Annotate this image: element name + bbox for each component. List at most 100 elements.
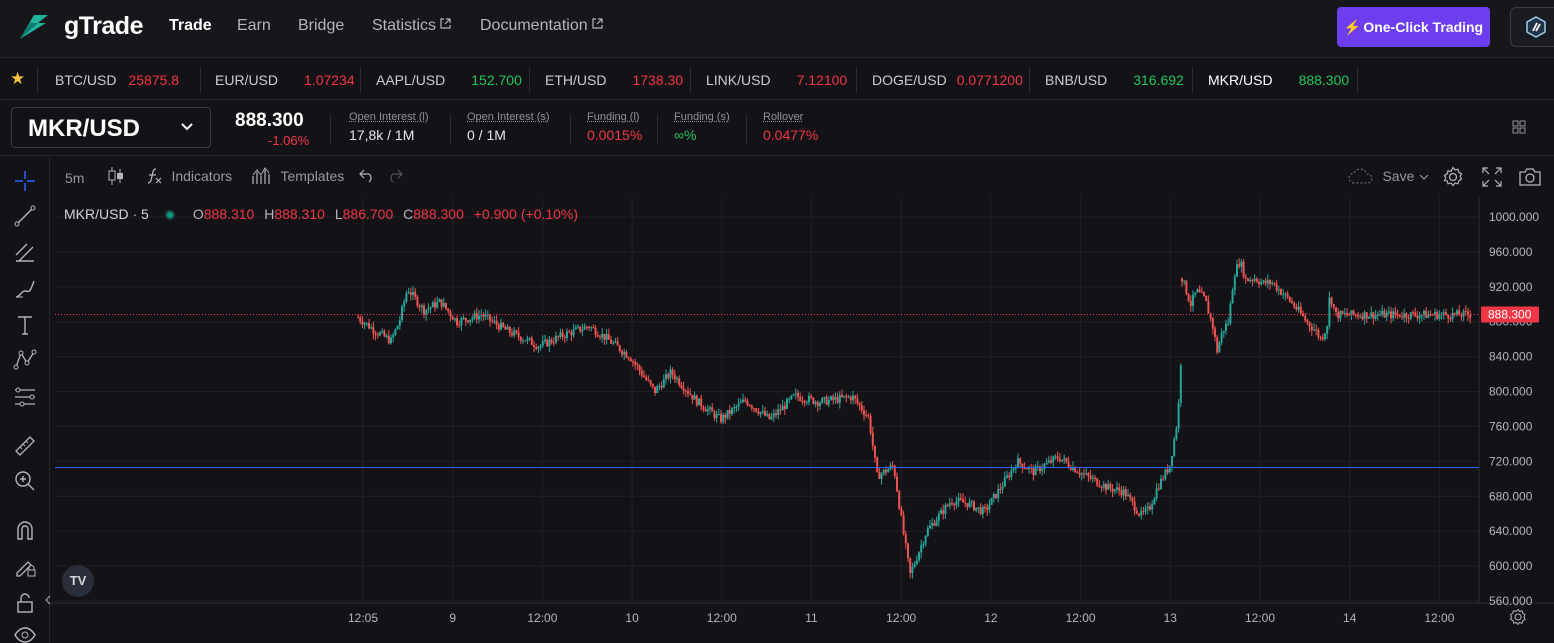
candle-body bbox=[914, 564, 916, 567]
candle-body bbox=[566, 332, 568, 338]
one-click-trading-button[interactable]: ⚡ One-Click Trading bbox=[1337, 7, 1490, 47]
candle-body bbox=[698, 398, 700, 405]
fullscreen-icon[interactable] bbox=[1482, 167, 1502, 187]
brand-name[interactable]: gTrade bbox=[64, 12, 143, 41]
price-chart[interactable]: 1000.000960.000920.000880.000840.000800.… bbox=[51, 197, 1554, 643]
candle-body bbox=[1085, 473, 1087, 474]
candle-body bbox=[564, 337, 566, 338]
stat-funding-long: Funding (l) 0.0015% bbox=[587, 111, 642, 143]
candle-body bbox=[784, 406, 786, 409]
brush-icon[interactable] bbox=[13, 277, 37, 301]
gtrade-logo[interactable] bbox=[16, 9, 52, 45]
lock-drawings-icon[interactable] bbox=[13, 555, 37, 579]
save-button[interactable]: Save bbox=[1348, 167, 1414, 186]
candle-body bbox=[370, 327, 372, 328]
candle-body bbox=[1355, 314, 1357, 315]
candle-type-icon[interactable] bbox=[107, 166, 125, 186]
ticker-item-aapl[interactable]: AAPL/USD 152.700 bbox=[376, 72, 522, 88]
nav-statistics[interactable]: Statistics bbox=[372, 17, 451, 35]
candle-body bbox=[403, 302, 405, 307]
network-selector-button[interactable] bbox=[1510, 7, 1554, 47]
candle-body bbox=[1260, 282, 1262, 284]
settings-gear-icon[interactable] bbox=[1442, 166, 1464, 188]
pair-selector-label: MKR/USD bbox=[28, 115, 140, 143]
templates-icon bbox=[252, 167, 272, 185]
ticker-item-btc[interactable]: BTC/USD 25875.8 bbox=[55, 72, 179, 88]
drawing-toolbar bbox=[0, 157, 50, 643]
price-tick-label: 760.000 bbox=[1489, 419, 1533, 433]
indicators-button[interactable]: Indicators bbox=[145, 167, 232, 186]
zoom-in-icon[interactable] bbox=[13, 469, 37, 493]
candle-body bbox=[485, 315, 487, 317]
candle-body bbox=[645, 377, 647, 380]
lock-icon[interactable] bbox=[13, 591, 37, 615]
camera-icon[interactable] bbox=[1518, 167, 1542, 187]
nav-earn[interactable]: Earn bbox=[237, 17, 271, 35]
nav-trade[interactable]: Trade bbox=[169, 17, 212, 35]
candle-body bbox=[746, 401, 748, 405]
candle-body bbox=[1357, 315, 1359, 317]
candle-body bbox=[907, 543, 909, 558]
crosshair-icon[interactable] bbox=[13, 169, 37, 193]
stat-value: 0.0477% bbox=[763, 127, 818, 143]
candle-body bbox=[760, 412, 762, 414]
candle-body bbox=[658, 386, 660, 387]
chevron-down-icon[interactable] bbox=[1419, 173, 1429, 181]
candle-body bbox=[650, 380, 652, 384]
candle-body bbox=[465, 318, 467, 320]
price-tick-label: 1000.000 bbox=[1489, 210, 1539, 224]
chart-grid bbox=[55, 197, 1479, 603]
ruler-icon[interactable] bbox=[13, 434, 37, 458]
undo-icon[interactable] bbox=[359, 169, 375, 183]
candle-body bbox=[861, 405, 863, 410]
time-tick-label: 12:00 bbox=[707, 611, 737, 625]
candle-body bbox=[386, 336, 388, 337]
ticker-item-doge[interactable]: DOGE/USD 0.0771200 bbox=[872, 72, 1023, 88]
trend-line-icon[interactable] bbox=[13, 204, 37, 228]
nav-documentation[interactable]: Documentation bbox=[480, 17, 603, 35]
redo-icon[interactable] bbox=[387, 169, 403, 183]
candle-body bbox=[1083, 473, 1085, 474]
pattern-tool-icon[interactable] bbox=[13, 348, 37, 372]
candle-body bbox=[1247, 278, 1249, 281]
ticker-item-link[interactable]: LINK/USD 7.12100 bbox=[706, 72, 847, 88]
magnet-icon[interactable] bbox=[13, 519, 37, 543]
ticker-item-eth[interactable]: ETH/USD 1738.30 bbox=[545, 72, 683, 88]
eye-icon[interactable] bbox=[13, 623, 37, 643]
axis-settings-gear-icon[interactable] bbox=[1511, 610, 1526, 625]
nav-bridge[interactable]: Bridge bbox=[298, 17, 344, 35]
interval-button[interactable]: 5m bbox=[65, 170, 84, 186]
candle-body bbox=[744, 400, 746, 401]
candle-body bbox=[1265, 281, 1267, 284]
ticker-item-mkr[interactable]: MKR/USD 888.300 bbox=[1208, 72, 1349, 88]
pair-selector[interactable]: MKR/USD bbox=[11, 107, 211, 148]
candle-body bbox=[447, 309, 449, 312]
templates-button[interactable]: Templates bbox=[252, 167, 344, 186]
candle-body bbox=[971, 501, 973, 502]
candle-body bbox=[1388, 312, 1390, 313]
favorites-star-icon[interactable]: ★ bbox=[10, 69, 25, 89]
fib-tool-icon[interactable] bbox=[13, 241, 37, 265]
ticker-item-eur[interactable]: EUR/USD 1.07234 bbox=[215, 72, 355, 88]
candle-body bbox=[524, 341, 526, 342]
candle-body bbox=[1370, 312, 1372, 317]
candle-body bbox=[1326, 326, 1328, 333]
candle-body bbox=[1251, 280, 1253, 281]
candle-body bbox=[1167, 470, 1169, 473]
prediction-tool-icon[interactable] bbox=[13, 385, 37, 409]
indicators-label: Indicators bbox=[171, 168, 232, 184]
candle-body bbox=[933, 523, 935, 526]
candle-body bbox=[1269, 280, 1271, 284]
candle-body bbox=[867, 415, 869, 416]
tradingview-logo[interactable]: TV bbox=[62, 565, 94, 597]
cloud-icon bbox=[1348, 167, 1374, 185]
candle-body bbox=[999, 489, 1001, 490]
chart-legend: MKR/USD · 5 O888.310 H888.310 L886.700 C8… bbox=[64, 206, 578, 222]
layout-grid-icon[interactable] bbox=[1512, 120, 1526, 134]
candle-body bbox=[608, 334, 610, 339]
text-tool-icon[interactable] bbox=[13, 313, 37, 337]
time-tick-label: 14 bbox=[1343, 611, 1357, 625]
ticker-item-bnb[interactable]: BNB/USD 316.692 bbox=[1045, 72, 1184, 88]
candle-body bbox=[962, 499, 964, 502]
price-tick-label: 640.000 bbox=[1489, 524, 1533, 538]
